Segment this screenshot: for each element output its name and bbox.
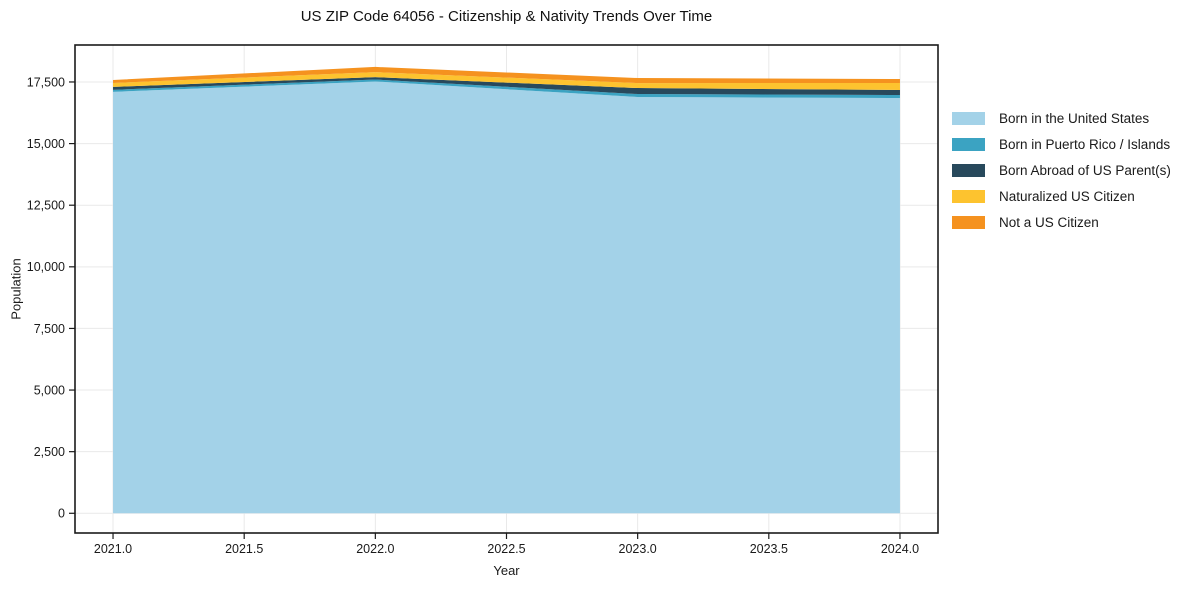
legend-label: Born Abroad of US Parent(s) xyxy=(999,162,1171,178)
legend-swatch-icon xyxy=(952,111,985,125)
legend-swatch-icon xyxy=(952,137,985,151)
legend-item-born-in-the-united-states: Born in the United States xyxy=(952,105,1171,131)
legend-item-born-abroad-of-us-parent-s: Born Abroad of US Parent(s) xyxy=(952,157,1171,183)
x-tick-label: 2022.5 xyxy=(487,542,525,556)
area-naturalized-us-citizen xyxy=(113,72,900,90)
legend-label: Not a US Citizen xyxy=(999,214,1099,230)
x-tick-label: 2024.0 xyxy=(881,542,919,556)
y-tick-label: 17,500 xyxy=(27,75,65,89)
legend-swatch-icon xyxy=(952,189,985,203)
y-tick-label: 15,000 xyxy=(27,137,65,151)
area-born-in-the-united-states xyxy=(113,81,900,514)
legend-label: Naturalized US Citizen xyxy=(999,188,1135,204)
legend-item-not-a-us-citizen: Not a US Citizen xyxy=(952,209,1171,235)
legend-label: Born in Puerto Rico / Islands xyxy=(999,136,1171,152)
chart-title: US ZIP Code 64056 - Citizenship & Nativi… xyxy=(300,8,713,25)
legend: Born in the United States Born in Puerto … xyxy=(952,105,1171,235)
legend-item-naturalized-us-citizen: Naturalized US Citizen xyxy=(952,183,1171,209)
area-born-in-puerto-rico-islands xyxy=(113,79,900,98)
x-tick-label: 2021.0 xyxy=(94,542,132,556)
x-tick-label: 2022.0 xyxy=(356,542,394,556)
area-not-a-us-citizen xyxy=(113,66,900,84)
y-tick-label: 0 xyxy=(58,507,65,521)
legend-swatch-icon xyxy=(952,215,985,229)
area-born-abroad-of-us-parent-s xyxy=(113,77,900,96)
y-tick-label: 5,000 xyxy=(34,383,65,397)
x-tick-label: 2021.5 xyxy=(225,542,263,556)
y-tick-label: 7,500 xyxy=(34,322,65,336)
y-tick-label: 2,500 xyxy=(34,445,65,459)
legend-swatch-icon xyxy=(952,163,985,177)
x-tick-label: 2023.0 xyxy=(619,542,657,556)
y-tick-label: 12,500 xyxy=(27,199,65,213)
legend-item-born-in-puerto-rico-islands: Born in Puerto Rico / Islands xyxy=(952,131,1171,157)
x-axis-label: Year xyxy=(493,563,520,578)
x-tick-label: 2023.5 xyxy=(750,542,788,556)
legend-label: Born in the United States xyxy=(999,110,1150,126)
y-tick-label: 10,000 xyxy=(27,260,65,274)
